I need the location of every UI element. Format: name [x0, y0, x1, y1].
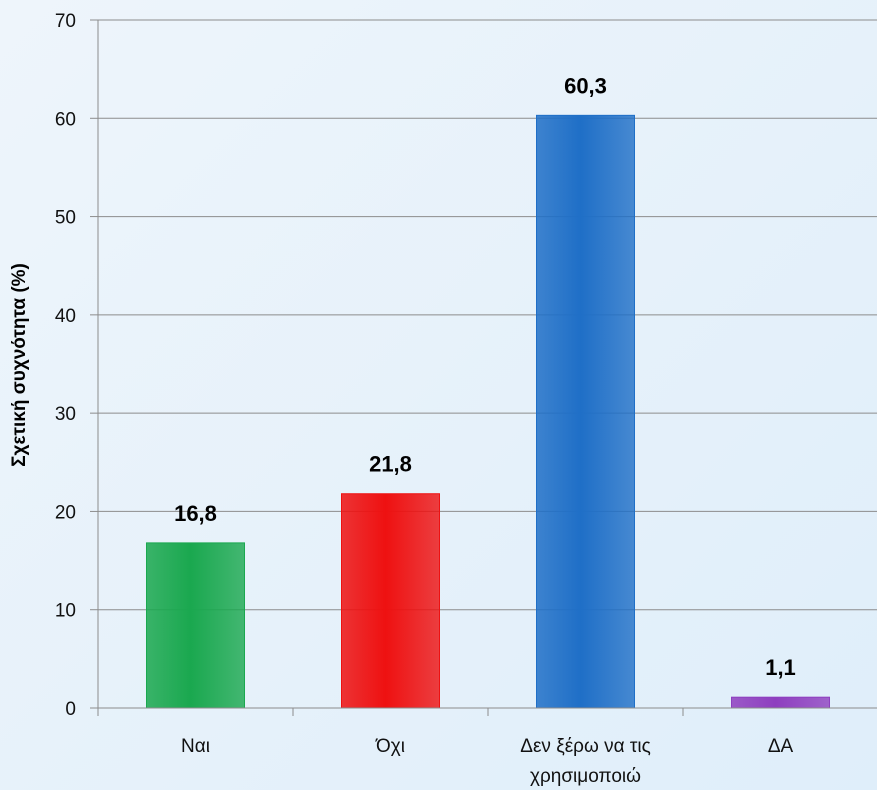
x-category-label: χρησιμοποιώ: [530, 766, 641, 787]
y-tick-label: 60: [55, 109, 76, 130]
bar-3: [536, 114, 635, 709]
bars: [146, 114, 830, 709]
x-category-label: ΔΑ: [768, 736, 794, 757]
bar-2: [341, 493, 440, 709]
y-axis-label: Σχετική συχνότητα (%): [9, 263, 30, 467]
y-tick-label: 40: [55, 306, 76, 327]
bar-4: [731, 696, 830, 709]
bar-1: [146, 542, 245, 709]
y-tick-label: 20: [55, 502, 76, 523]
y-tick-label: 30: [55, 404, 76, 425]
axes: [90, 19, 877, 716]
data-label: 60,3: [564, 73, 607, 98]
y-tick-label: 50: [55, 208, 76, 229]
x-category-label: Όχι: [375, 736, 405, 757]
data-label: 16,8: [174, 501, 217, 526]
data-labels: 16,8 21,8 60,3 1,1: [174, 73, 796, 680]
y-tick-label: 0: [65, 699, 76, 720]
data-label: 1,1: [765, 655, 796, 680]
data-label: 21,8: [369, 452, 412, 477]
y-tick-labels: 0 10 20 30 40 50 60 70: [55, 11, 76, 720]
x-tick-labels: Ναι Όχι Δεν ξέρω να τις χρησιμοποιώ ΔΑ: [181, 736, 793, 787]
y-tick-label: 10: [55, 601, 76, 622]
gridlines: [98, 19, 877, 611]
x-category-label: Ναι: [181, 736, 210, 757]
y-tick-label: 70: [55, 11, 76, 32]
x-category-label: Δεν ξέρω να τις: [520, 736, 651, 757]
